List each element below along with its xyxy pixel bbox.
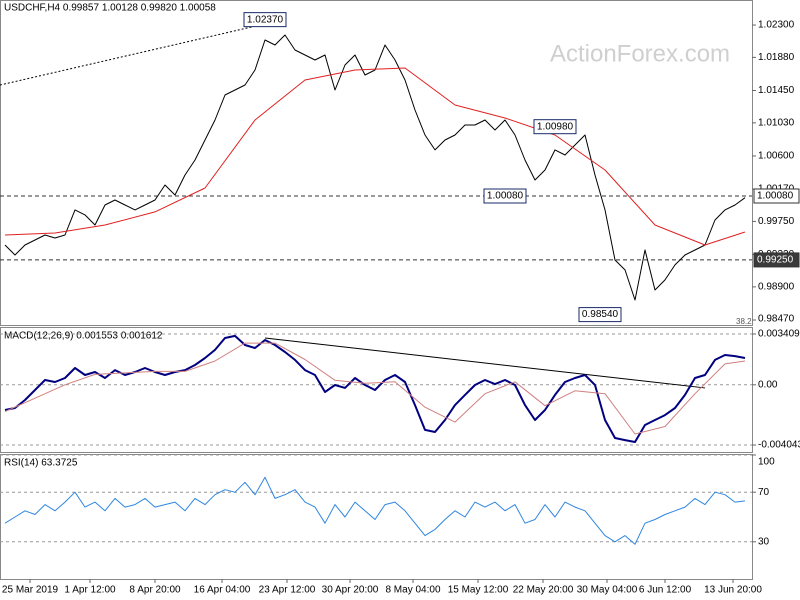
fib-note: 38.2 xyxy=(736,317,752,326)
y-tick-label: 0.99750 xyxy=(758,216,795,227)
annotation-label: 1.02370 xyxy=(247,14,284,25)
series-line xyxy=(4,342,746,435)
y-tick-label: 1.01880 xyxy=(758,52,795,63)
level-label: 0.99250 xyxy=(757,255,794,266)
annotation-box xyxy=(243,12,287,28)
series-line xyxy=(4,476,746,545)
rsi-title: RSI(14) 63.3725 xyxy=(4,458,78,469)
x-tick-label: 6 Jun 12:00 xyxy=(639,585,692,596)
annotation-label: 1.00080 xyxy=(487,191,524,202)
x-tick-label: 16 Apr 04:00 xyxy=(194,585,251,596)
x-tick-label: 1 Apr 12:00 xyxy=(64,585,116,596)
level-label-box xyxy=(753,188,800,204)
x-tick-label: 30 May 04:00 xyxy=(577,585,638,596)
x-tick-label: 23 Apr 12:00 xyxy=(259,585,316,596)
trendline xyxy=(0,24,261,86)
y-tick-label: 0.00 xyxy=(758,379,778,390)
series-line xyxy=(4,67,746,246)
x-tick-label: 22 May 20:00 xyxy=(513,585,574,596)
annotation-box xyxy=(578,307,622,323)
x-tick-label: 30 Apr 20:00 xyxy=(322,585,379,596)
annotation-box xyxy=(533,119,577,135)
y-tick-label: 70 xyxy=(758,487,770,498)
y-tick-label: 1.00600 xyxy=(758,151,795,162)
y-tick-label: 30 xyxy=(758,536,770,547)
y-tick-label: 0.98900 xyxy=(758,282,795,293)
y-tick-label: 1.01450 xyxy=(758,85,795,96)
x-tick-label: 15 May 12:00 xyxy=(448,585,509,596)
level-label: 1.00080 xyxy=(757,191,794,202)
x-tick-label: 8 May 04:00 xyxy=(385,585,440,596)
trendline xyxy=(264,337,706,389)
watermark: ActionForex.com xyxy=(550,40,730,67)
annotation-label: 1.00980 xyxy=(537,121,574,132)
y-tick-label: 0.98470 xyxy=(758,314,795,325)
x-tick-label: 8 Apr 20:00 xyxy=(129,585,181,596)
series-line xyxy=(4,34,746,301)
annotation-box xyxy=(483,188,527,204)
y-tick-label: 1.02300 xyxy=(758,20,795,31)
series-line xyxy=(4,334,746,443)
annotation-label: 0.98540 xyxy=(582,309,619,320)
x-tick-label: 25 Mar 2019 xyxy=(2,585,59,596)
x-tick-label: 13 Jun 20:00 xyxy=(704,585,762,596)
level-label-box xyxy=(753,252,800,268)
price-panel xyxy=(0,0,753,326)
macd-title: MACD(12,26,9) 0.001553 0.001612 xyxy=(4,331,163,342)
macd-panel xyxy=(0,327,753,453)
y-tick-label: -0.004043 xyxy=(758,440,800,451)
y-tick-label: 0.003409 xyxy=(758,329,800,340)
chart-title: USDCHF,H4 0.99857 1.00128 0.99820 1.0005… xyxy=(4,3,216,14)
y-tick-label: 100 xyxy=(758,457,775,468)
y-tick-label: 1.01030 xyxy=(758,117,795,128)
